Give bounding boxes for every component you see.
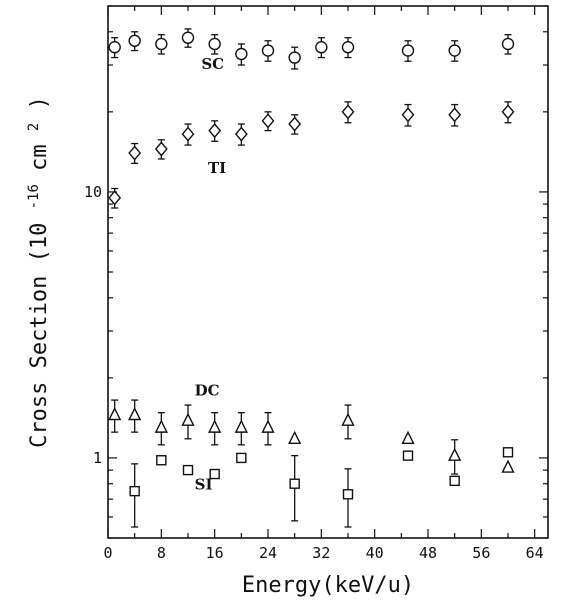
data-point-triangle	[261, 419, 275, 433]
x-tick-label: 16	[206, 544, 224, 562]
data-point-diamond	[128, 145, 142, 161]
data-point-diamond	[448, 107, 462, 123]
data-point-circle	[448, 44, 461, 57]
data-point-circle	[181, 31, 195, 44]
series-dc	[108, 399, 515, 475]
data-point-square	[342, 489, 354, 500]
y-axis-title-exp2: 2	[26, 123, 42, 131]
data-point-square	[449, 475, 460, 487]
series-label-dc: DC	[195, 381, 220, 399]
data-point-circle	[108, 41, 121, 54]
data-point-triangle	[401, 430, 415, 445]
y-axis-ticks: 1 10	[84, 5, 548, 539]
data-point-square	[182, 464, 194, 476]
x-axis-ticks: 0 8 16 24 32 40 48 56 64	[103, 6, 544, 562]
data-point-diamond	[108, 190, 122, 206]
data-point-diamond	[234, 126, 248, 142]
data-point-square	[402, 450, 414, 461]
data-point-triangle	[234, 419, 248, 433]
data-point-circle	[288, 51, 301, 64]
data-point-diamond	[154, 141, 168, 157]
series-sc	[108, 28, 515, 70]
data-point-circle	[501, 37, 515, 51]
series-label-sc: SC	[201, 55, 224, 73]
series-label-si: SI	[195, 476, 213, 494]
x-tick-label: 40	[366, 544, 384, 562]
x-tick-label: 48	[419, 544, 437, 562]
x-tick-label: 64	[526, 544, 544, 562]
data-point-square	[236, 452, 247, 464]
y-axis-title-mid: cm	[27, 144, 52, 171]
data-point-circle	[341, 41, 355, 54]
data-point-triangle	[181, 412, 195, 426]
data-point-square	[129, 485, 140, 497]
data-point-triangle	[288, 430, 302, 445]
data-point-diamond	[208, 123, 222, 139]
data-point-diamond	[181, 126, 195, 142]
data-point-circle	[128, 34, 141, 47]
plot-area	[107, 5, 549, 539]
data-point-triangle	[208, 419, 222, 433]
x-tick-label: 0	[103, 544, 112, 562]
data-point-triangle	[108, 406, 122, 421]
x-axis-title: Energy(keV/u)	[242, 573, 414, 598]
series-labels: SC TI DC SI	[195, 55, 227, 494]
data-point-triangle	[501, 459, 515, 473]
data-point-circle	[401, 44, 415, 57]
data-point-circle	[235, 47, 248, 61]
data-point-triangle	[448, 447, 462, 461]
x-tick-label: 32	[312, 544, 330, 562]
data-point-circle	[261, 44, 275, 57]
y-tick-label: 1	[93, 449, 102, 467]
data-point-triangle	[154, 419, 168, 433]
series-label-ti: TI	[208, 159, 226, 177]
y-axis-title-main: Cross Section (10	[27, 223, 52, 448]
x-tick-label: 8	[157, 544, 166, 562]
data-point-square	[289, 478, 300, 489]
data-point-square	[209, 468, 220, 480]
series-si	[129, 447, 514, 528]
data-point-circle	[315, 41, 328, 54]
y-axis-title-close: )	[27, 96, 52, 109]
data-point-circle	[208, 37, 221, 51]
data-point-diamond	[288, 116, 302, 132]
data-point-triangle	[341, 412, 355, 426]
y-axis-title-exp1: -16	[26, 184, 42, 209]
y-tick-label: 10	[84, 183, 102, 201]
data-point-square	[156, 455, 167, 466]
data-point-circle	[155, 37, 168, 51]
data-point-diamond	[341, 104, 355, 120]
svg-text:Cross Section (10 -16: Cross Section (10 -16 cm 2 )	[26, 96, 52, 448]
x-tick-label: 56	[472, 544, 490, 562]
data-point-square	[502, 447, 514, 458]
data-point-diamond	[261, 113, 275, 129]
data-point-diamond	[401, 107, 415, 123]
data-point-triangle	[128, 406, 142, 421]
data-marks	[108, 28, 515, 528]
x-tick-label: 24	[259, 544, 277, 562]
y-axis-title: Cross Section (10 -16 cm 2 )	[26, 96, 52, 448]
series-ti	[108, 101, 515, 209]
data-point-diamond	[501, 104, 515, 120]
